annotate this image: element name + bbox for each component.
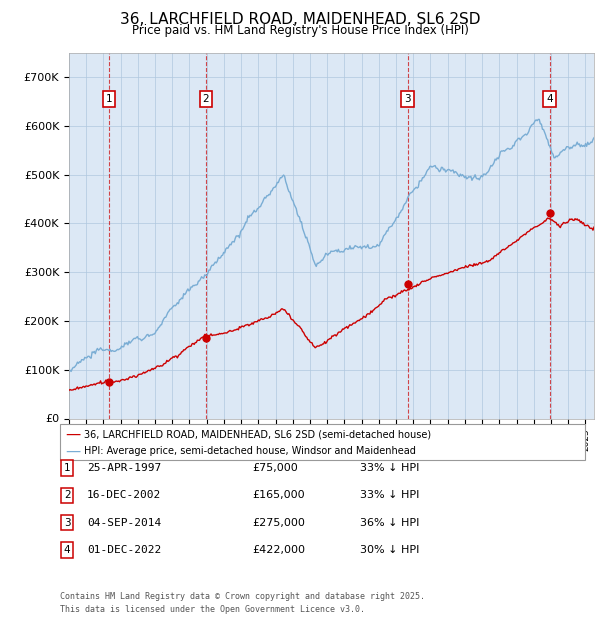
Text: £275,000: £275,000 — [252, 518, 305, 528]
Text: 36% ↓ HPI: 36% ↓ HPI — [360, 518, 419, 528]
Text: —: — — [65, 427, 80, 441]
Text: 3: 3 — [64, 518, 71, 528]
Text: 1: 1 — [106, 94, 112, 104]
Text: 33% ↓ HPI: 33% ↓ HPI — [360, 490, 419, 500]
Text: 04-SEP-2014: 04-SEP-2014 — [87, 518, 161, 528]
Text: 4: 4 — [64, 545, 71, 555]
Text: Contains HM Land Registry data © Crown copyright and database right 2025.
This d: Contains HM Land Registry data © Crown c… — [60, 592, 425, 614]
Text: 1: 1 — [64, 463, 71, 473]
Text: 2: 2 — [203, 94, 209, 104]
Text: 4: 4 — [546, 94, 553, 104]
Text: 25-APR-1997: 25-APR-1997 — [87, 463, 161, 473]
Text: HPI: Average price, semi-detached house, Windsor and Maidenhead: HPI: Average price, semi-detached house,… — [84, 446, 416, 456]
Text: £422,000: £422,000 — [252, 545, 305, 555]
Text: 33% ↓ HPI: 33% ↓ HPI — [360, 463, 419, 473]
Text: 30% ↓ HPI: 30% ↓ HPI — [360, 545, 419, 555]
Text: Price paid vs. HM Land Registry's House Price Index (HPI): Price paid vs. HM Land Registry's House … — [131, 24, 469, 37]
Text: 3: 3 — [404, 94, 411, 104]
Text: —: — — [65, 443, 80, 459]
Text: 2: 2 — [64, 490, 71, 500]
Text: 36, LARCHFIELD ROAD, MAIDENHEAD, SL6 2SD: 36, LARCHFIELD ROAD, MAIDENHEAD, SL6 2SD — [120, 12, 480, 27]
Text: £165,000: £165,000 — [252, 490, 305, 500]
Text: 01-DEC-2022: 01-DEC-2022 — [87, 545, 161, 555]
Text: 16-DEC-2002: 16-DEC-2002 — [87, 490, 161, 500]
Text: 36, LARCHFIELD ROAD, MAIDENHEAD, SL6 2SD (semi-detached house): 36, LARCHFIELD ROAD, MAIDENHEAD, SL6 2SD… — [84, 429, 431, 439]
Text: £75,000: £75,000 — [252, 463, 298, 473]
